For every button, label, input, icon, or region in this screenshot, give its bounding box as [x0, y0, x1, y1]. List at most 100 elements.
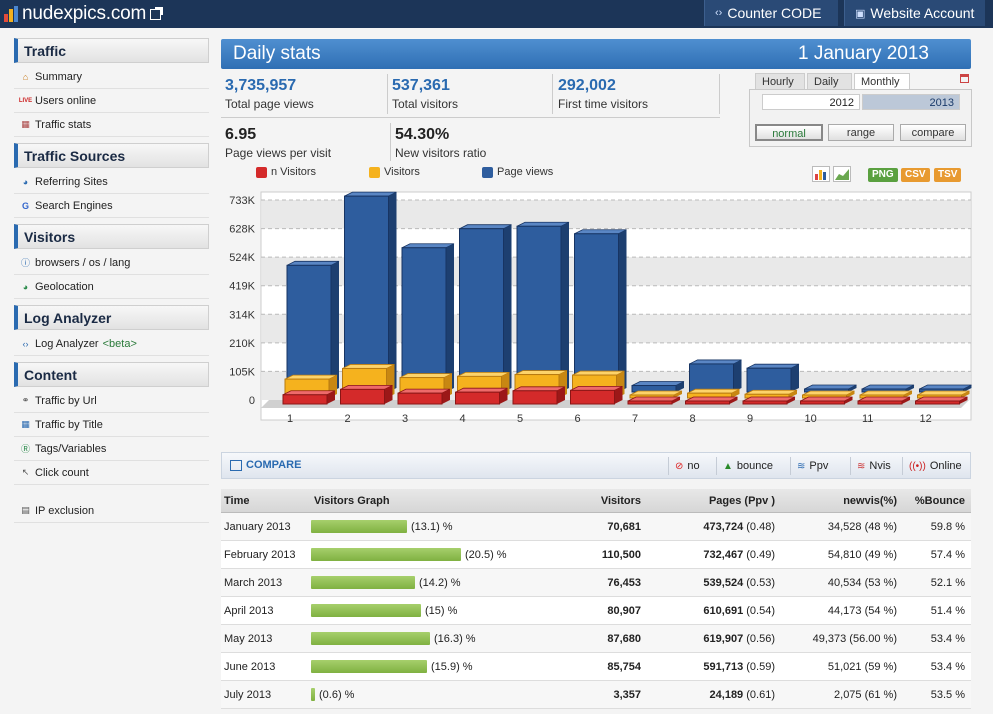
cell-time[interactable]: April 2013	[224, 604, 274, 617]
sidebar-item-summary[interactable]: ⌂ Summary	[14, 65, 209, 89]
header-bounce[interactable]: %Bounce	[914, 494, 965, 507]
table-row[interactable]: April 2013 (15) % 80,907 610,691 (0.54) 44,1…	[221, 597, 971, 625]
compare-bounce-button[interactable]: ▲ bounce	[716, 457, 788, 475]
kpi-ppv: 6.95 Page views per visit	[225, 126, 331, 160]
bar-top-page-views	[401, 243, 455, 249]
compare-label: COMPARE	[246, 459, 302, 471]
table-row[interactable]: June 2013 (15.9) % 85,754 591,713 (0.59) 51,…	[221, 653, 971, 681]
sidebar-item-users-online[interactable]: LIVE Users online	[14, 89, 209, 113]
kpi-label: Page views per visit	[225, 146, 332, 160]
bar-side	[959, 397, 968, 404]
year-2013-selected[interactable]: 2013	[862, 94, 960, 110]
header-time[interactable]: Time	[224, 494, 250, 507]
export-csv-button[interactable]: CSV	[901, 168, 930, 182]
bar-n-visitors	[512, 390, 558, 405]
legend-visitors[interactable]: Visitors	[369, 166, 420, 178]
table-row[interactable]: March 2013 (14.2) % 76,453 539,524 (0.53) 40…	[221, 569, 971, 597]
year-2012[interactable]: 2012	[762, 94, 860, 110]
sidebar-item-search-engines[interactable]: G Search Engines	[14, 194, 209, 218]
mode-compare-button[interactable]: compare	[900, 124, 966, 141]
site-logo[interactable]: nudexpics.com	[4, 3, 164, 25]
bar-chart-type-icon[interactable]	[812, 166, 830, 182]
external-link-icon[interactable]	[150, 6, 164, 20]
compare-icon	[230, 459, 242, 471]
y-tick-label: 210K	[229, 338, 255, 350]
calendar-icon[interactable]	[960, 74, 969, 83]
mode-normal-button[interactable]: normal	[755, 124, 823, 141]
cell-time[interactable]: June 2013	[224, 660, 276, 673]
x-tick-label: 11	[862, 413, 873, 425]
cell-time[interactable]: January 2013	[224, 520, 291, 533]
mode-range-button[interactable]: range	[828, 124, 894, 141]
bar-side	[904, 391, 912, 398]
table-row[interactable]: July 2013 (0.6) % 3,357 24,189 (0.61) 2,075 …	[221, 681, 971, 709]
legend-new-visitors[interactable]: n Visitors	[256, 166, 316, 178]
sidebar-item-referring-sites[interactable]: ◕ Referring Sites	[14, 170, 209, 194]
cell-newvis: 49,373 (56.00 %)	[812, 632, 897, 645]
cell-pages: 539,524 (0.53)	[641, 577, 775, 589]
website-account-button[interactable]: ▣ Website Account	[844, 0, 985, 26]
cell-visitors-graph: (14.2) %	[309, 576, 537, 589]
compare-ppv-button[interactable]: ≋ Ppv	[790, 457, 848, 475]
table-row[interactable]: May 2013 (16.3) % 87,680 619,907 (0.56) 49,3…	[221, 625, 971, 653]
export-png-button[interactable]: PNG	[868, 168, 898, 182]
bar-top-visitors	[514, 370, 568, 375]
ppv-value: (0.61)	[746, 688, 775, 701]
top-bar: nudexpics.com ‹› Counter CODE ▣ Website …	[0, 0, 993, 28]
area-chart-type-icon[interactable]	[833, 166, 851, 182]
header-newvis[interactable]: newvis(%)	[843, 494, 897, 507]
bar-top-page-views	[861, 384, 915, 390]
export-tsv-button[interactable]: TSV	[934, 168, 962, 182]
visitors-share-text: (20.5) %	[465, 548, 507, 561]
legend-page-views[interactable]: Page views	[482, 166, 553, 178]
bar-page-views	[459, 228, 504, 393]
sidebar-item-tags-variables[interactable]: Ⓡ Tags/Variables	[14, 437, 209, 461]
compare-link[interactable]: COMPARE	[230, 459, 301, 471]
ppv-value: (0.59)	[746, 660, 775, 673]
cell-pages: 732,467 (0.49)	[641, 549, 775, 561]
sidebar-item-log-analyzer[interactable]: ‹› Log Analyzer <beta>	[14, 332, 209, 356]
sidebar-section-traffic-sources: Traffic Sources	[14, 143, 209, 168]
compare-no-button[interactable]: ⊘ no	[668, 457, 734, 475]
cell-visitors: 70,681	[607, 520, 641, 533]
cell-time[interactable]: March 2013	[224, 576, 283, 589]
cell-time[interactable]: February 2013	[224, 548, 296, 561]
document-icon: ▤	[21, 505, 30, 515]
sidebar-item-traffic-by-title[interactable]: ▦ Traffic by Title	[14, 413, 209, 437]
header-visitors[interactable]: Visitors	[600, 494, 641, 507]
compare-online-button[interactable]: ((•)) Online	[902, 457, 968, 475]
stats-header: Daily stats 1 January 2013	[221, 39, 971, 69]
cell-visitors-graph: (0.6) %	[309, 688, 537, 701]
sidebar-item-traffic-by-url[interactable]: ⚭ Traffic by Url	[14, 389, 209, 413]
sidebar-item-geolocation[interactable]: ◕ Geolocation	[14, 275, 209, 299]
cell-newvis: 54,810 (49 %)	[827, 548, 897, 561]
y-tick-label: 314K	[229, 309, 255, 321]
header-pages[interactable]: Pages (Ppv )	[708, 494, 775, 507]
x-tick-label: 2	[345, 413, 351, 425]
tab-monthly[interactable]: Monthly	[854, 73, 910, 89]
bar-top-n-visitors	[282, 390, 336, 396]
table-row[interactable]: February 2013 (20.5) % 110,500 732,467 (0.4…	[221, 541, 971, 569]
tab-daily[interactable]: Daily	[807, 73, 852, 89]
x-tick-label: 7	[632, 413, 638, 425]
bar-top-n-visitors	[742, 396, 796, 402]
cell-time[interactable]: July 2013	[224, 688, 272, 701]
sidebar-item-ip-exclusion[interactable]: ▤ IP exclusion	[14, 499, 209, 523]
sidebar-item-click-count[interactable]: ↖ Click count	[14, 461, 209, 485]
tab-hourly[interactable]: Hourly	[755, 73, 805, 89]
bar-n-visitors	[397, 392, 443, 405]
bar-side	[844, 397, 853, 404]
bar-top-n-visitors	[570, 385, 623, 391]
table-row[interactable]: January 2013 (13.1) % 70,681 473,724 (0.48)…	[221, 513, 971, 541]
bar-side	[846, 391, 855, 398]
sidebar-item-browsers[interactable]: ⓘ browsers / os / lang	[14, 251, 209, 275]
cursor-icon: ↖	[21, 467, 30, 477]
code-icon: ‹›	[22, 338, 29, 349]
period-box: 2012 2013 normal range compare	[749, 89, 972, 147]
sidebar-item-traffic-stats[interactable]: ▦ Traffic stats	[14, 113, 209, 137]
counter-code-button[interactable]: ‹› Counter CODE	[704, 0, 838, 26]
cell-time[interactable]: May 2013	[224, 632, 273, 645]
compare-nvis-button[interactable]: ≋ Nvis	[850, 457, 902, 475]
cell-bounce: 53.4 %	[930, 660, 965, 673]
